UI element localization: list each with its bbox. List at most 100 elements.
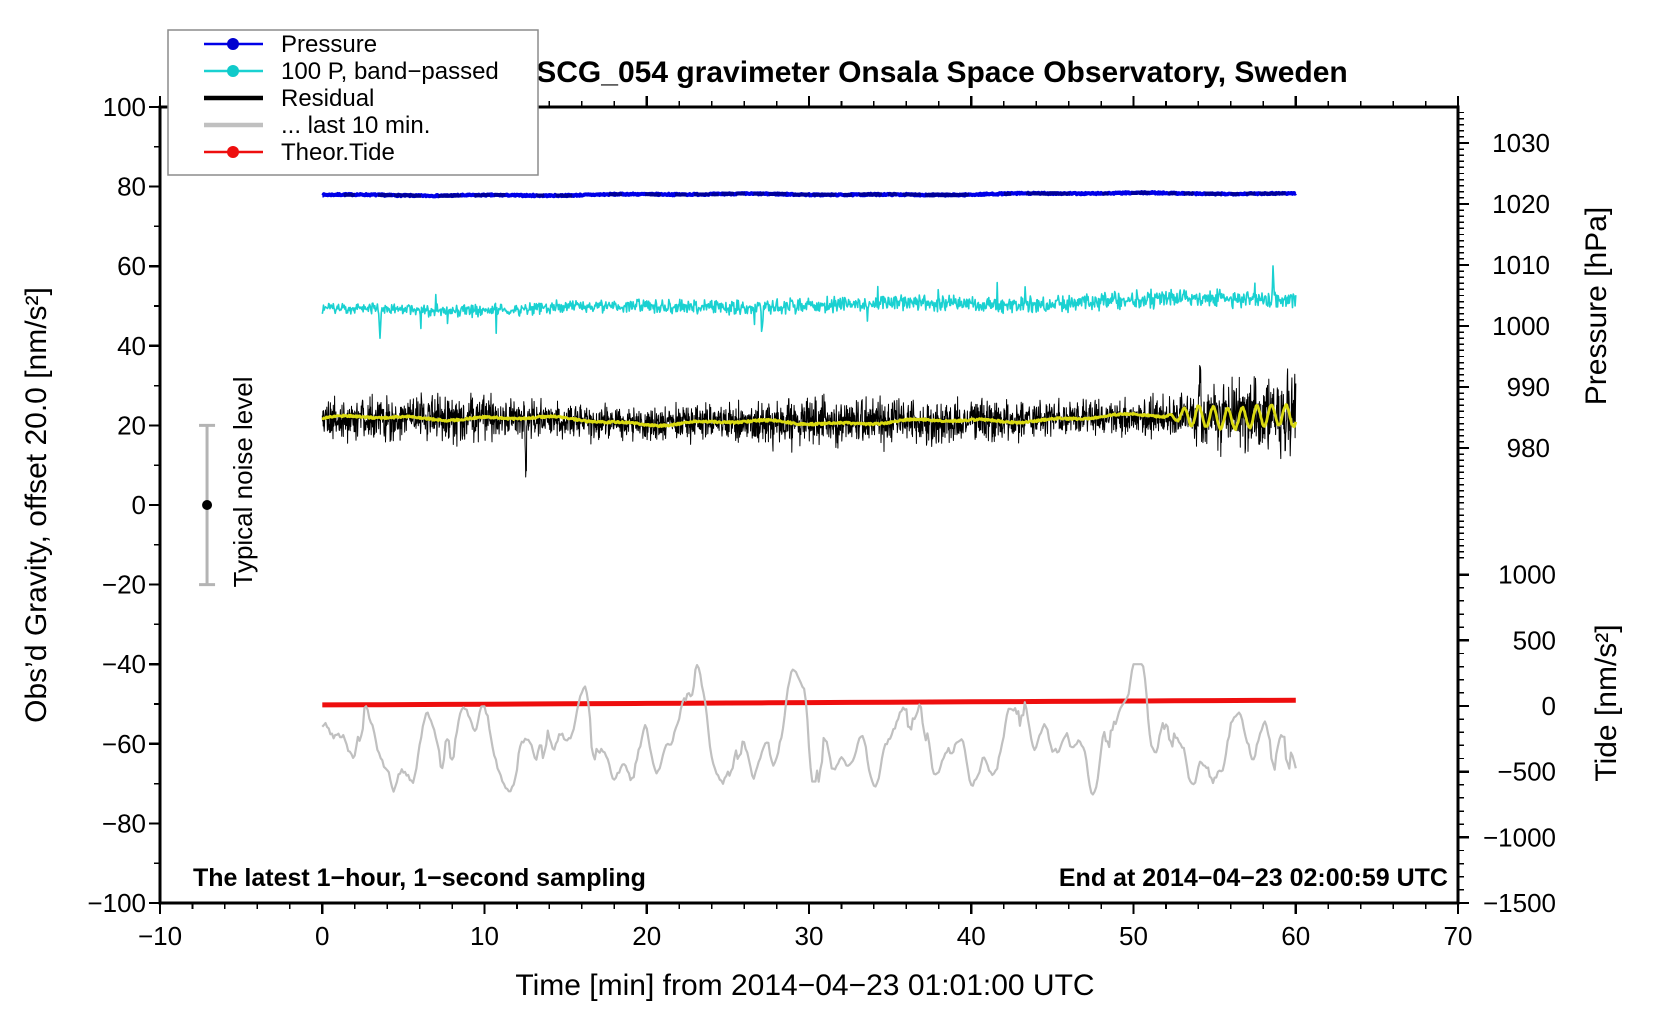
pressure-marker-dash: [774, 191, 787, 196]
legend-label: Pressure: [281, 31, 377, 58]
pressure-marker-dash: [1276, 191, 1286, 196]
pressure-marker-dash: [694, 192, 703, 197]
x-axis-title: Time [min] from 2014−04−23 01:01:00 UTC: [515, 969, 1094, 1002]
pressure-marker-dash: [909, 192, 921, 197]
pressure-marker-dash: [942, 192, 951, 197]
pressure-marker-dash: [1266, 191, 1278, 196]
pressure-marker-dash: [949, 193, 958, 198]
series-residual-smoothed: [321, 403, 1298, 431]
pressure-marker-dash: [1049, 191, 1058, 195]
pressure-marker-dash: [404, 193, 414, 198]
y-axis-title-left: Obs’d Gravity, offset 20.0 [nm/s²]: [20, 287, 53, 723]
pressure-marker-dash: [1230, 192, 1240, 196]
pressure-tick-label: 990: [1507, 372, 1550, 402]
pressure-marker-dash: [721, 191, 730, 196]
pressure-marker-dash: [1060, 191, 1070, 196]
pressure-marker-dash: [454, 193, 462, 198]
pressure-marker-dash: [380, 193, 389, 197]
y-left-tick-label: 20: [117, 410, 146, 440]
typical-noise-level-marker: [199, 423, 216, 587]
pressure-marker-dash: [935, 192, 945, 197]
x-tick-label: 20: [632, 921, 661, 951]
pressure-marker-dash: [1042, 191, 1052, 196]
pressure-marker-dash: [1033, 191, 1041, 196]
pressure-tick-label: 980: [1507, 433, 1550, 463]
pressure-marker-dash: [493, 193, 506, 197]
pressure-tick-label: 1030: [1492, 128, 1550, 158]
y-left-tick-label: −80: [102, 808, 146, 838]
pressure-marker-dash: [888, 192, 898, 197]
pressure-marker-dash: [1168, 191, 1177, 196]
pressure-marker-dash: [803, 192, 810, 197]
typical-noise-level-label: Typical noise level: [228, 377, 258, 588]
pressure-marker-dash: [828, 192, 836, 197]
pressure-marker-dash: [616, 192, 623, 197]
pressure-marker-dash: [823, 192, 830, 197]
pressure-marker-dash: [902, 192, 911, 197]
pressure-marker-dash: [768, 192, 775, 196]
pressure-marker-dash: [1004, 192, 1011, 196]
pressure-marker-dash: [1211, 192, 1222, 196]
pressure-marker-dash: [753, 191, 765, 196]
tide-tick-label: −500: [1497, 757, 1556, 787]
pressure-marker-dash: [645, 192, 654, 197]
pressure-marker-dash: [700, 192, 711, 197]
legend-label: 100 P, band−passed: [281, 58, 499, 85]
pressure-marker-dash: [843, 193, 853, 197]
pressure-marker-dash: [711, 192, 719, 197]
x-tick-label: −10: [138, 921, 182, 951]
pressure-marker-dash: [1206, 191, 1213, 196]
pressure-marker-dash: [869, 192, 882, 197]
y-left-tick-label: 100: [103, 92, 146, 122]
pressure-marker-dash: [735, 191, 746, 196]
pressure-marker-dash: [393, 193, 402, 197]
pressure-marker-dash: [1026, 191, 1037, 196]
pressure-marker-dash: [1138, 190, 1150, 195]
tide-tick-label: −1500: [1483, 888, 1556, 918]
tide-tick-label: 0: [1542, 691, 1556, 721]
legend-sample-dot: [227, 65, 239, 77]
pressure-marker-dash: [675, 192, 687, 197]
y-left-tick-label: −100: [87, 888, 146, 918]
legend-label: Theor.Tide: [281, 139, 395, 166]
legend-sample-dot: [227, 38, 239, 50]
tide-tick-label: 1000: [1498, 560, 1556, 590]
axis-tick-labels: −10 0 10 20 30 40 50 60 70−100−80−60−40−20020406…: [87, 92, 1556, 951]
series-theor-tide: [322, 697, 1296, 708]
legend-label: Residual: [281, 85, 374, 112]
pressure-tick-label: 1000: [1492, 311, 1550, 341]
chart-title: SCG_054 gravimeter Onsala Space Observat…: [536, 56, 1348, 89]
legend-label: ... last 10 min.: [281, 112, 430, 139]
y-left-tick-label: 80: [117, 172, 146, 202]
pressure-marker-dash: [959, 192, 969, 197]
tide-tick-label: −1000: [1483, 822, 1556, 852]
y-left-tick-label: 60: [117, 251, 146, 281]
x-tick-label: 60: [1281, 921, 1310, 951]
pressure-marker-dash: [481, 193, 490, 197]
pressure-marker-dash: [1259, 191, 1268, 196]
pressure-marker-dash: [1183, 191, 1194, 196]
data-series: [321, 190, 1298, 796]
pressure-marker-dash: [1055, 191, 1063, 196]
legend-sample-dot: [227, 146, 239, 158]
x-tick-label: 70: [1444, 921, 1473, 951]
pressure-marker-dash: [438, 194, 449, 198]
x-tick-label: 0: [315, 921, 329, 951]
series-residual-last10min: [321, 663, 1297, 796]
pressure-marker-dash: [561, 193, 573, 198]
sampling-annotation: The latest 1−hour, 1−second sampling: [193, 864, 646, 892]
pressure-marker-dash: [792, 192, 804, 197]
x-tick-label: 10: [470, 921, 499, 951]
pressure-marker-dash: [1102, 191, 1109, 196]
pressure-tick-label: 1020: [1492, 189, 1550, 219]
plot-frame: [158, 105, 1460, 905]
x-tick-label: 50: [1119, 921, 1148, 951]
y-axis-title-tide: Tide [nm/s²]: [1590, 624, 1623, 781]
y-left-tick-label: 0: [132, 490, 146, 520]
pressure-marker-dash: [608, 192, 617, 197]
pressure-marker-dash: [928, 193, 936, 198]
pressure-marker-dash: [649, 192, 661, 197]
x-tick-label: 30: [795, 921, 824, 951]
pressure-marker-dash: [812, 192, 822, 197]
